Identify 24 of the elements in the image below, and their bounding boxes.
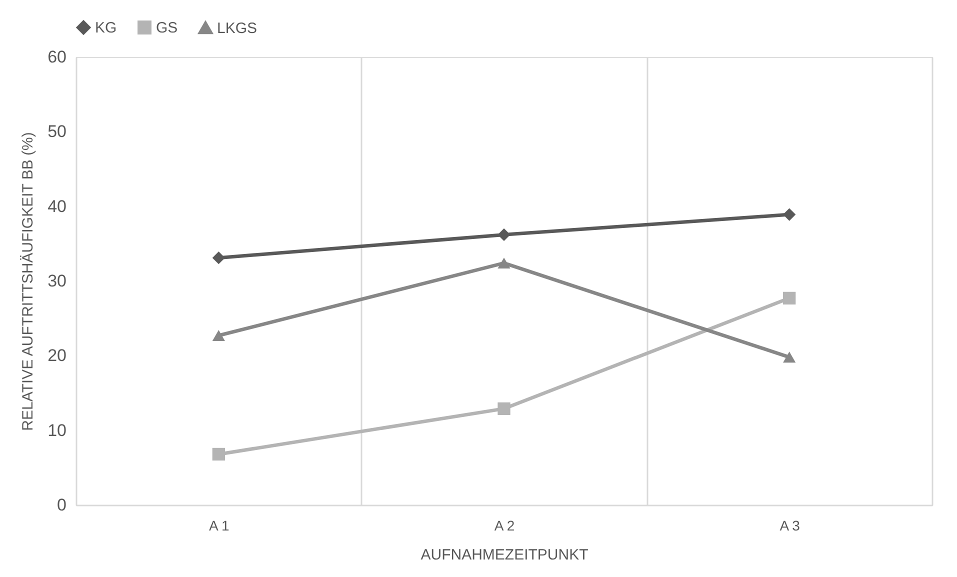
point <box>212 252 225 264</box>
y-axis-title: RELATIVE AUFTRITTSHÄUFIGKEIT BB (%) <box>20 132 37 431</box>
x-tick-label: A 1 <box>209 518 230 534</box>
legend-label: KG <box>95 20 117 37</box>
x-tick-label: A 2 <box>494 518 515 534</box>
y-tick-label: 20 <box>48 346 66 366</box>
point <box>212 448 225 461</box>
y-tick-label: 0 <box>57 496 66 514</box>
point <box>498 228 510 242</box>
y-tick-label: 30 <box>48 272 66 290</box>
x-tick-label: A 3 <box>780 518 800 534</box>
point <box>783 292 796 304</box>
legend-label: GS <box>156 20 178 37</box>
y-tick-label: 50 <box>48 122 66 142</box>
y-tick-label: 10 <box>48 420 66 440</box>
legend-label: LKGS <box>217 20 258 37</box>
y-tick-label: 40 <box>48 196 66 216</box>
y-tick-label: 60 <box>48 48 66 66</box>
point <box>783 352 796 363</box>
point <box>498 402 510 416</box>
x-axis-title: AUFNAHMEZEITPUNKT <box>420 546 588 564</box>
point <box>212 330 225 341</box>
point <box>498 258 510 269</box>
point <box>783 208 796 221</box>
